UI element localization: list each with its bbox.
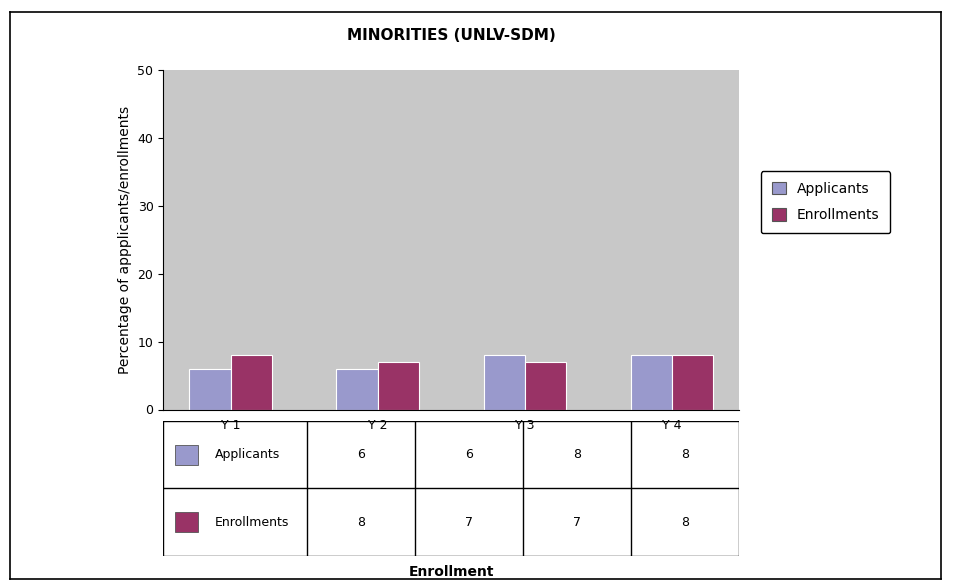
Text: Enrollment: Enrollment [408,565,494,579]
FancyBboxPatch shape [175,445,198,465]
Bar [336,369,377,410]
Bar [631,355,672,409]
Bar [484,355,525,409]
Text: 7: 7 [466,515,473,529]
Bar [189,369,230,410]
Bar [230,355,272,409]
Y-axis label: Percentage of appplicants/enrollments: Percentage of appplicants/enrollments [118,106,132,374]
Text: 8: 8 [357,515,365,529]
Legend: Applicants, Enrollments: Applicants, Enrollments [760,171,890,233]
Text: 7: 7 [573,515,581,529]
Bar [377,362,419,410]
Bar [672,355,713,409]
Text: MINORITIES (UNLV-SDM): MINORITIES (UNLV-SDM) [347,27,556,43]
Text: Enrollments: Enrollments [215,515,289,529]
Text: Applicants: Applicants [215,448,280,462]
Text: 6: 6 [357,448,365,462]
Text: 6: 6 [466,448,473,462]
FancyBboxPatch shape [175,512,198,532]
Text: 8: 8 [682,448,689,462]
Bar [525,362,566,410]
Text: 8: 8 [573,448,581,462]
Text: 8: 8 [682,515,689,529]
